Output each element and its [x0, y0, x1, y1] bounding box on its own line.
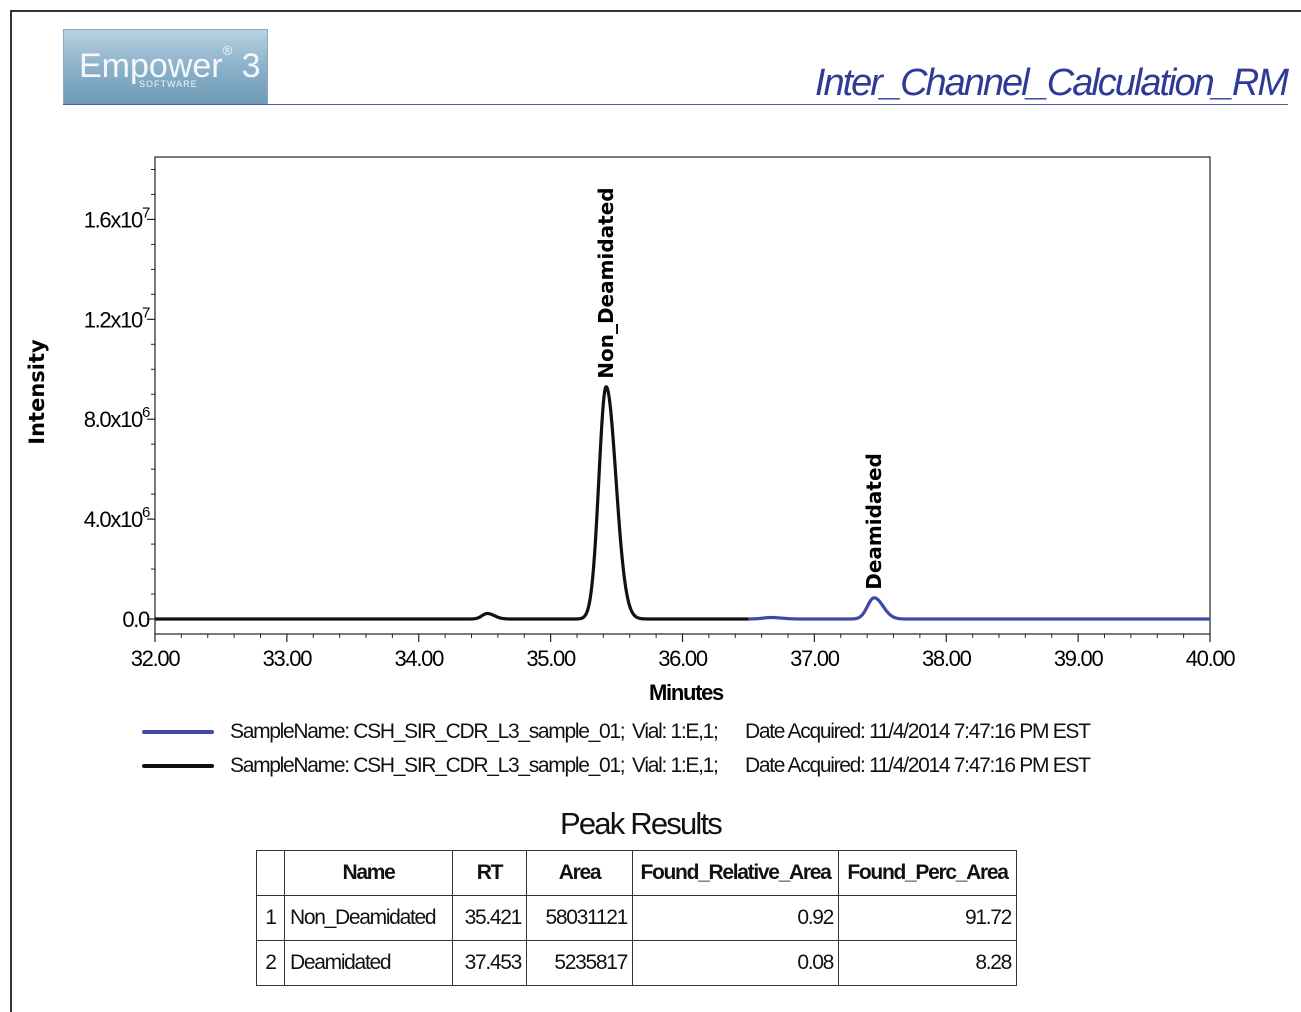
- legend-swatch-black: [142, 764, 214, 768]
- x-tick-label: 36.00: [658, 646, 708, 671]
- legend-entry: SampleName: CSH_SIR_CDR_L3_sample_01; Vi…: [142, 718, 1242, 752]
- series-line: [747, 596, 1212, 621]
- logo-subtext: SOFTWARE: [139, 79, 198, 89]
- y-axis: 0.0 4.0x106 8.0x106 1.2x107 1.6x107: [84, 168, 155, 632]
- plot-area-frame: [154, 156, 1211, 635]
- legend-swatch-blue: [142, 730, 214, 734]
- legend-sample-name: SampleName: CSH_SIR_CDR_L3_sample_01;: [230, 720, 626, 743]
- cell-rt: 35.421: [452, 895, 527, 941]
- cell-relative-area: 0.08: [632, 940, 839, 986]
- x-tick-label: 39.00: [1054, 646, 1104, 671]
- legend-date: Date Acquired: 11/4/2014 7:47:16 PM EST: [745, 754, 1091, 777]
- x-tick-label: 37.00: [790, 646, 840, 671]
- y-tick-label: 1.6x107: [84, 204, 150, 232]
- y-axis-label: Intensity: [25, 339, 49, 445]
- legend: SampleName: CSH_SIR_CDR_L3_sample_01; Vi…: [142, 718, 1242, 786]
- series-layer: [153, 385, 1212, 621]
- peak-results-table: Name RT Area Found_Relative_Area Found_P…: [256, 850, 1017, 986]
- legend-vial: Vial: 1:E,1;: [632, 720, 719, 743]
- y-tick-label: 0.0: [122, 607, 150, 632]
- col-header-rt: RT: [452, 850, 527, 896]
- x-axis: 32.00 33.00 34.00 35.00 36.00 37.00 38.00 39.00…: [131, 634, 1237, 671]
- table-row: 2 Deamidated 37.453 5235817 0.08 8.28: [256, 940, 1017, 986]
- x-axis-label: Minutes: [649, 680, 724, 705]
- x-tick-label: 34.00: [394, 646, 444, 671]
- chromatogram-chart: 0.0 4.0x106 8.0x106 1.2x107 1.6x107 32.00 33.…: [25, 156, 1237, 705]
- x-tick-label: 40.00: [1186, 646, 1236, 671]
- peak-label: Non_Deamidated: [594, 187, 618, 378]
- cell-area: 58031121: [526, 895, 633, 941]
- cell-rt: 37.453: [452, 940, 527, 986]
- report-title: Inter_Channel_Calculation_RM: [814, 62, 1289, 104]
- col-header-relative-area: Found_Relative_Area: [632, 850, 839, 896]
- empower-logo: Empower® 3 SOFTWARE: [63, 29, 268, 105]
- header-rule: [63, 104, 1288, 105]
- legend-date: Date Acquired: 11/4/2014 7:47:16 PM EST: [745, 720, 1091, 743]
- legend-vial: Vial: 1:E,1;: [632, 754, 719, 777]
- peak-label: Deamidated: [862, 453, 886, 590]
- col-header-index: [256, 850, 285, 896]
- series-line: [153, 385, 750, 621]
- logo-text: Empower® 3: [79, 43, 261, 85]
- peak-results-title: Peak Results: [559, 806, 723, 841]
- x-tick-label: 32.00: [131, 646, 181, 671]
- cell-name: Non_Deamidated: [284, 895, 453, 941]
- cell-relative-area: 0.92: [632, 895, 839, 941]
- col-header-area: Area: [526, 850, 633, 896]
- legend-sample-name: SampleName: CSH_SIR_CDR_L3_sample_01;: [230, 754, 626, 777]
- x-tick-label: 33.00: [263, 646, 313, 671]
- page-frame: [10, 10, 1301, 1012]
- y-tick-label: 8.0x106: [84, 404, 150, 432]
- legend-entry: SampleName: CSH_SIR_CDR_L3_sample_01; Vi…: [142, 752, 1242, 786]
- cell-index: 1: [256, 895, 285, 941]
- cell-area: 5235817: [526, 940, 633, 986]
- x-tick-label: 38.00: [922, 646, 972, 671]
- cell-index: 2: [256, 940, 285, 986]
- col-header-perc-area: Found_Perc_Area: [838, 850, 1017, 896]
- cell-name: Deamidated: [284, 940, 453, 986]
- y-tick-label: 1.2x107: [84, 304, 150, 332]
- col-header-name: Name: [284, 850, 453, 896]
- cell-perc-area: 8.28: [838, 940, 1017, 986]
- annotation-layer: Non_Deamidated Deamidated: [594, 187, 886, 589]
- table-header-row: Name RT Area Found_Relative_Area Found_P…: [256, 850, 1017, 896]
- table-row: 1 Non_Deamidated 35.421 58031121 0.92 91…: [256, 895, 1017, 941]
- y-tick-label: 4.0x106: [84, 504, 150, 532]
- x-tick-label: 35.00: [526, 646, 576, 671]
- cell-perc-area: 91.72: [838, 895, 1017, 941]
